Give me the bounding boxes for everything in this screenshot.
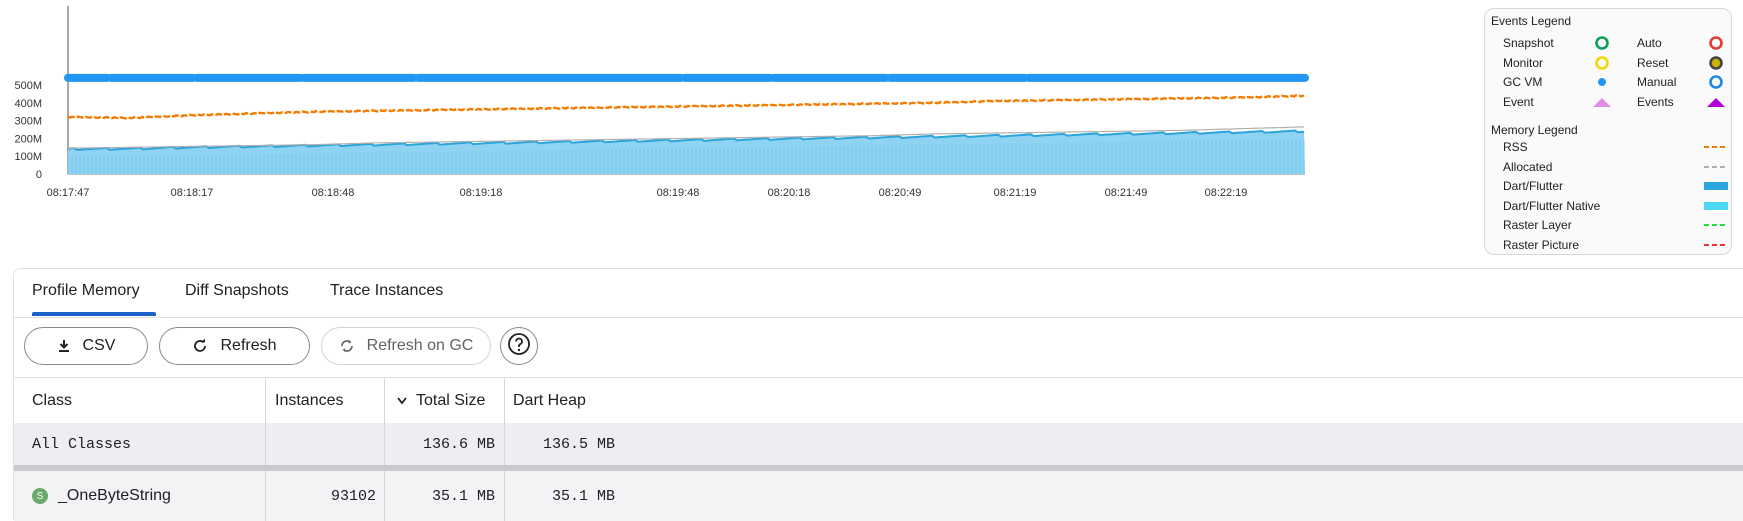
legend-triangle-icon — [1589, 94, 1615, 113]
y-tick-label: 200M — [14, 133, 42, 145]
sort-descending-icon — [396, 396, 408, 406]
table-row-summary[interactable]: All Classes 136.6 MB 136.5 MB — [14, 423, 1743, 465]
x-tick-label: 08:21:49 — [1105, 187, 1148, 199]
tab-trace-instances[interactable]: Trace Instances — [330, 282, 444, 299]
column-header-total-size[interactable]: Total Size — [396, 378, 506, 424]
legend-label-manual: Manual — [1637, 75, 1677, 89]
refresh-on-gc-button[interactable]: Refresh on GC — [321, 327, 491, 365]
legend-label-snapshot: Snapshot — [1503, 36, 1554, 50]
legend-label-allocated: Allocated — [1503, 159, 1553, 174]
class-badge: S — [32, 488, 48, 504]
legend-label-event: Event — [1503, 94, 1534, 109]
refresh-button[interactable]: Refresh — [159, 327, 310, 365]
legend-triangle-icon — [1703, 94, 1729, 113]
legend-label-rss: RSS — [1503, 140, 1528, 154]
legend-label-monitor: Monitor — [1503, 55, 1544, 70]
x-tick-label: 08:20:49 — [879, 187, 922, 199]
refresh-on-gc-label: Refresh on GC — [366, 337, 474, 354]
legend-label-dart-flutter: Dart/Flutter — [1503, 179, 1564, 193]
legend-label-auto: Auto — [1637, 36, 1662, 50]
active-tab-indicator — [32, 312, 156, 316]
legend-ring-icon — [1589, 35, 1615, 54]
y-tick-label: 300M — [14, 116, 42, 128]
y-tick-label: 0 — [36, 169, 42, 181]
tab-bar: Profile Memory Diff Snapshots Trace Inst… — [14, 269, 1743, 318]
legend-dot-icon — [1589, 74, 1615, 93]
dart-flutter-line — [67, 129, 1305, 151]
legend-label-gc-vm: GC VM — [1503, 75, 1543, 89]
x-tick-label: 08:22:19 — [1205, 187, 1248, 199]
autorenew-icon — [339, 338, 355, 354]
legend-ring-filled-icon — [1703, 55, 1729, 74]
legend-bar-icon — [1703, 198, 1729, 217]
legend-bar-icon — [1703, 178, 1729, 197]
x-tick-label: 08:18:48 — [312, 187, 355, 199]
x-tick-label: 08:19:18 — [460, 187, 503, 199]
download-icon — [57, 339, 71, 353]
legend-ring-icon — [1703, 74, 1729, 93]
table-header: Class Instances Total Size Dart Heap — [14, 377, 1743, 425]
csv-button[interactable]: CSV — [24, 327, 148, 365]
dart-flutter-native-hatch — [67, 139, 1305, 174]
x-tick-label: 08:19:48 — [657, 187, 700, 199]
memory-panel: Profile Memory Diff Snapshots Trace Inst… — [13, 268, 1743, 521]
help-button[interactable] — [500, 327, 538, 365]
cell-class: S _OneByteString — [32, 471, 262, 521]
legend-dash-icon — [1703, 159, 1729, 178]
events-legend-title: Events Legend — [1491, 14, 1572, 28]
memory-chart[interactable]: 0 100M 200M 300M 400M 500M 08:17:47 08:18:17 08:… — [0, 0, 1470, 225]
x-tick-label: 08:17:47 — [47, 187, 90, 199]
table-row[interactable]: S _OneByteString 93102 35.1 MB 35.1 MB — [14, 471, 1743, 521]
refresh-icon — [192, 338, 208, 354]
x-tick-label: 08:20:18 — [768, 187, 811, 199]
class-name: _OneByteString — [58, 487, 171, 504]
column-header-instances[interactable]: Instances — [275, 392, 344, 409]
legend-dash-icon — [1703, 217, 1729, 236]
column-header-dart-heap[interactable]: Dart Heap — [513, 392, 586, 409]
cell-total-size: 136.6 MB — [422, 435, 495, 453]
csv-label: CSV — [82, 337, 116, 354]
legend-dash-icon — [1703, 139, 1729, 158]
x-tick-label: 08:18:17 — [171, 187, 214, 199]
help-icon — [507, 332, 531, 361]
y-tick-label: 100M — [14, 151, 42, 163]
allocated-line — [67, 126, 1305, 149]
cell-total-size: 35.1 MB — [431, 487, 495, 505]
row-separator — [14, 465, 1743, 471]
cell-instances — [266, 423, 376, 465]
legend-label-reset: Reset — [1637, 55, 1669, 70]
y-tick-label: 500M — [14, 80, 42, 92]
chart-legend: Events Legend Snapshot Auto Monitor Reset GC… — [1484, 8, 1732, 255]
rss-line — [67, 94, 1305, 120]
refresh-label: Refresh — [220, 337, 277, 354]
cell-instances: 93102 — [330, 487, 376, 505]
dart-flutter-area — [68, 130, 1305, 174]
cell-dart-heap: 35.1 MB — [551, 487, 615, 505]
memory-chart-svg: 0 100M 200M 300M 400M 500M 08:17:47 08:18:17 08:… — [14, 6, 1309, 199]
legend-label-events: Events — [1637, 94, 1674, 109]
x-tick-label: 08:21:19 — [994, 187, 1037, 199]
y-tick-label: 400M — [14, 98, 42, 110]
legend-label-dart-flutter-native: Dart/Flutter Native — [1503, 198, 1601, 213]
total-size-header-label: Total Size — [416, 392, 486, 409]
legend-dash-icon — [1703, 237, 1729, 256]
tab-profile-memory[interactable]: Profile Memory — [32, 282, 140, 299]
legend-label-raster-layer: Raster Layer — [1503, 218, 1572, 232]
column-header-class[interactable]: Class — [32, 392, 73, 409]
legend-label-raster-picture: Raster Picture — [1503, 237, 1580, 252]
tab-diff-snapshots[interactable]: Diff Snapshots — [185, 282, 289, 299]
cell-dart-heap: 136.5 MB — [542, 435, 615, 453]
legend-ring-icon — [1589, 55, 1615, 74]
cell-class: All Classes — [32, 435, 132, 453]
legend-ring-icon — [1703, 35, 1729, 54]
memory-legend-title: Memory Legend — [1491, 123, 1578, 137]
